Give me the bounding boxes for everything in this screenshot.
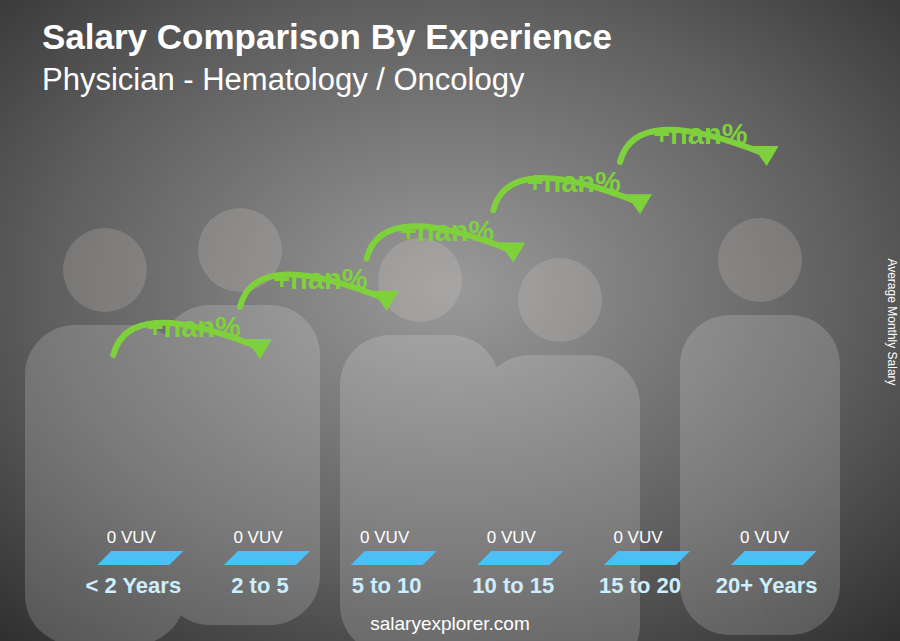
figure-body xyxy=(680,315,840,635)
bar-top xyxy=(97,551,183,565)
data-label: 0 VUV xyxy=(613,528,663,547)
subtitle: Physician - Hematology / Oncology xyxy=(42,62,525,97)
category-label: 15 to 20 xyxy=(599,573,681,598)
data-label: 0 VUV xyxy=(360,528,410,547)
figure-head xyxy=(378,238,462,322)
figure-body xyxy=(480,355,640,641)
change-arrowhead xyxy=(499,243,525,263)
title: Salary Comparison By Experience xyxy=(42,17,612,56)
category-label: 20+ Years xyxy=(716,573,818,598)
change-arrowhead xyxy=(246,339,272,359)
category-label: 10 to 15 xyxy=(472,573,554,598)
bar-top xyxy=(351,551,437,565)
figure-body xyxy=(160,305,320,625)
page: {"chart_data": {"type": "bar", "title": … xyxy=(0,0,900,641)
bars xyxy=(97,551,816,565)
change-arrowhead xyxy=(753,146,779,166)
category-label: 2 to 5 xyxy=(231,573,288,598)
chart-container: Salary Comparison By Experience Physician… xyxy=(0,0,900,641)
figure-head xyxy=(518,258,602,342)
change-label: +nan% xyxy=(273,263,367,295)
data-label: 0 VUV xyxy=(740,528,790,547)
change-label: +nan% xyxy=(653,118,747,150)
change-label: +nan% xyxy=(400,215,494,247)
change-arrowhead xyxy=(626,194,652,214)
change-label: +nan% xyxy=(527,166,621,198)
figure-head xyxy=(63,228,147,312)
bar-top xyxy=(731,551,817,565)
source: salaryexplorer.com xyxy=(370,613,529,634)
chart-svg: Salary Comparison By Experience Physician… xyxy=(0,0,900,641)
change-label: +nan% xyxy=(147,311,241,343)
change-arrowhead xyxy=(373,291,399,311)
figure-head xyxy=(718,218,802,302)
y-axis-label: Average Monthly Salary xyxy=(885,258,899,385)
data-label: 0 VUV xyxy=(487,528,537,547)
background-figures xyxy=(25,208,840,641)
bar-top xyxy=(477,551,563,565)
category-label: 5 to 10 xyxy=(352,573,422,598)
bar-top xyxy=(604,551,690,565)
annotations xyxy=(113,130,778,359)
data-label: 0 VUV xyxy=(107,528,157,547)
bar-top xyxy=(224,551,310,565)
category-label: < 2 Years xyxy=(86,573,182,598)
data-label: 0 VUV xyxy=(233,528,283,547)
